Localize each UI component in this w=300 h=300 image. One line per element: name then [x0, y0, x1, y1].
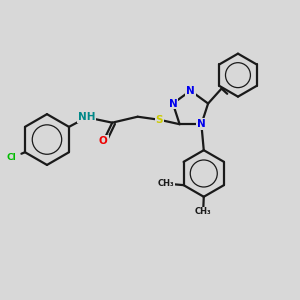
Text: CH₃: CH₃ — [195, 207, 211, 216]
Text: CH₃: CH₃ — [158, 179, 175, 188]
Text: N: N — [186, 86, 195, 96]
Text: Cl: Cl — [7, 153, 16, 162]
Text: NH: NH — [78, 112, 96, 122]
Text: N: N — [169, 98, 177, 109]
Text: S: S — [155, 115, 163, 125]
Text: N: N — [197, 119, 206, 129]
Text: O: O — [99, 136, 108, 146]
